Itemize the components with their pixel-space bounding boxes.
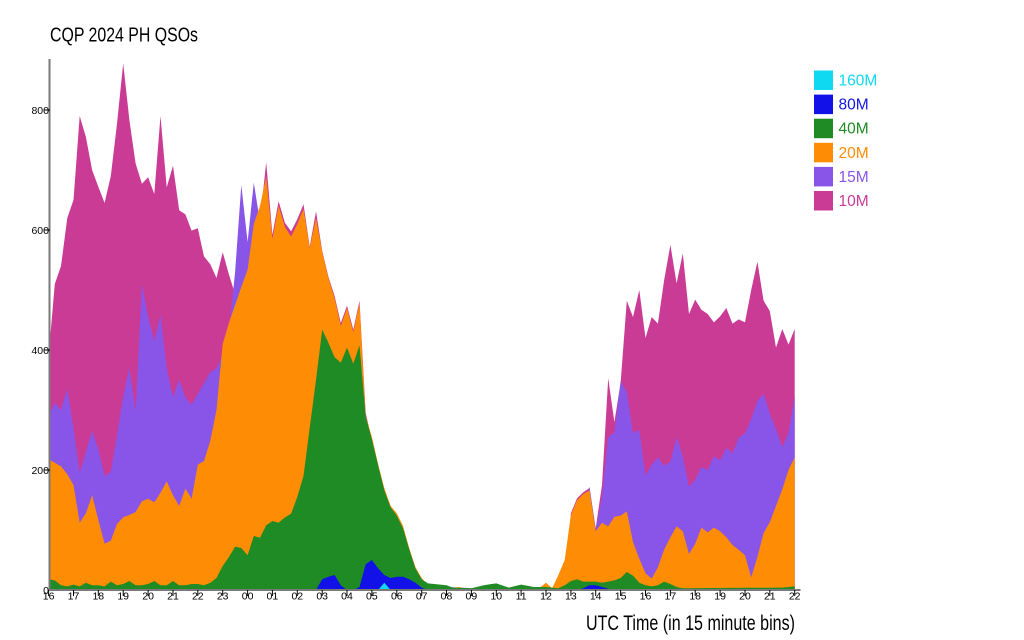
svg-text:21: 21 [764, 591, 776, 603]
svg-text:15: 15 [615, 591, 627, 603]
svg-text:05: 05 [366, 591, 378, 603]
svg-text:UTC Time (in 15 minute bins): UTC Time (in 15 minute bins) [586, 612, 795, 635]
svg-text:02: 02 [291, 591, 303, 603]
svg-text:08: 08 [441, 591, 453, 603]
svg-text:04: 04 [341, 591, 353, 603]
svg-text:14: 14 [590, 591, 602, 603]
svg-text:10: 10 [490, 591, 502, 603]
svg-text:13: 13 [565, 591, 577, 603]
svg-text:40M: 40M [839, 121, 869, 138]
svg-text:200: 200 [31, 465, 49, 477]
svg-text:CQP 2024 PH QSOs: CQP 2024 PH QSOs [50, 25, 198, 47]
svg-text:20: 20 [142, 591, 154, 603]
svg-text:17: 17 [68, 591, 80, 603]
svg-text:18: 18 [92, 591, 104, 603]
svg-text:18: 18 [689, 591, 701, 603]
svg-text:22: 22 [789, 591, 801, 603]
svg-text:23: 23 [217, 591, 229, 603]
svg-text:12: 12 [540, 591, 552, 603]
svg-text:10M: 10M [839, 193, 869, 210]
svg-text:17: 17 [665, 591, 677, 603]
svg-text:03: 03 [316, 591, 328, 603]
svg-text:600: 600 [31, 225, 49, 237]
svg-text:19: 19 [117, 591, 129, 603]
svg-text:15M: 15M [839, 169, 869, 186]
svg-text:06: 06 [391, 591, 403, 603]
svg-text:160M: 160M [839, 73, 878, 90]
svg-text:01: 01 [267, 591, 279, 603]
svg-text:400: 400 [31, 345, 49, 357]
svg-text:00: 00 [242, 591, 254, 603]
svg-text:07: 07 [416, 591, 428, 603]
svg-text:0: 0 [43, 585, 49, 597]
svg-text:09: 09 [466, 591, 478, 603]
svg-text:21: 21 [167, 591, 179, 603]
svg-text:19: 19 [714, 591, 726, 603]
svg-text:800: 800 [31, 105, 49, 117]
svg-text:20M: 20M [839, 145, 869, 162]
svg-text:80M: 80M [839, 97, 869, 114]
svg-text:20: 20 [739, 591, 751, 603]
svg-text:16: 16 [43, 591, 55, 603]
svg-text:22: 22 [192, 591, 204, 603]
svg-text:11: 11 [516, 591, 527, 603]
svg-text:16: 16 [640, 591, 652, 603]
